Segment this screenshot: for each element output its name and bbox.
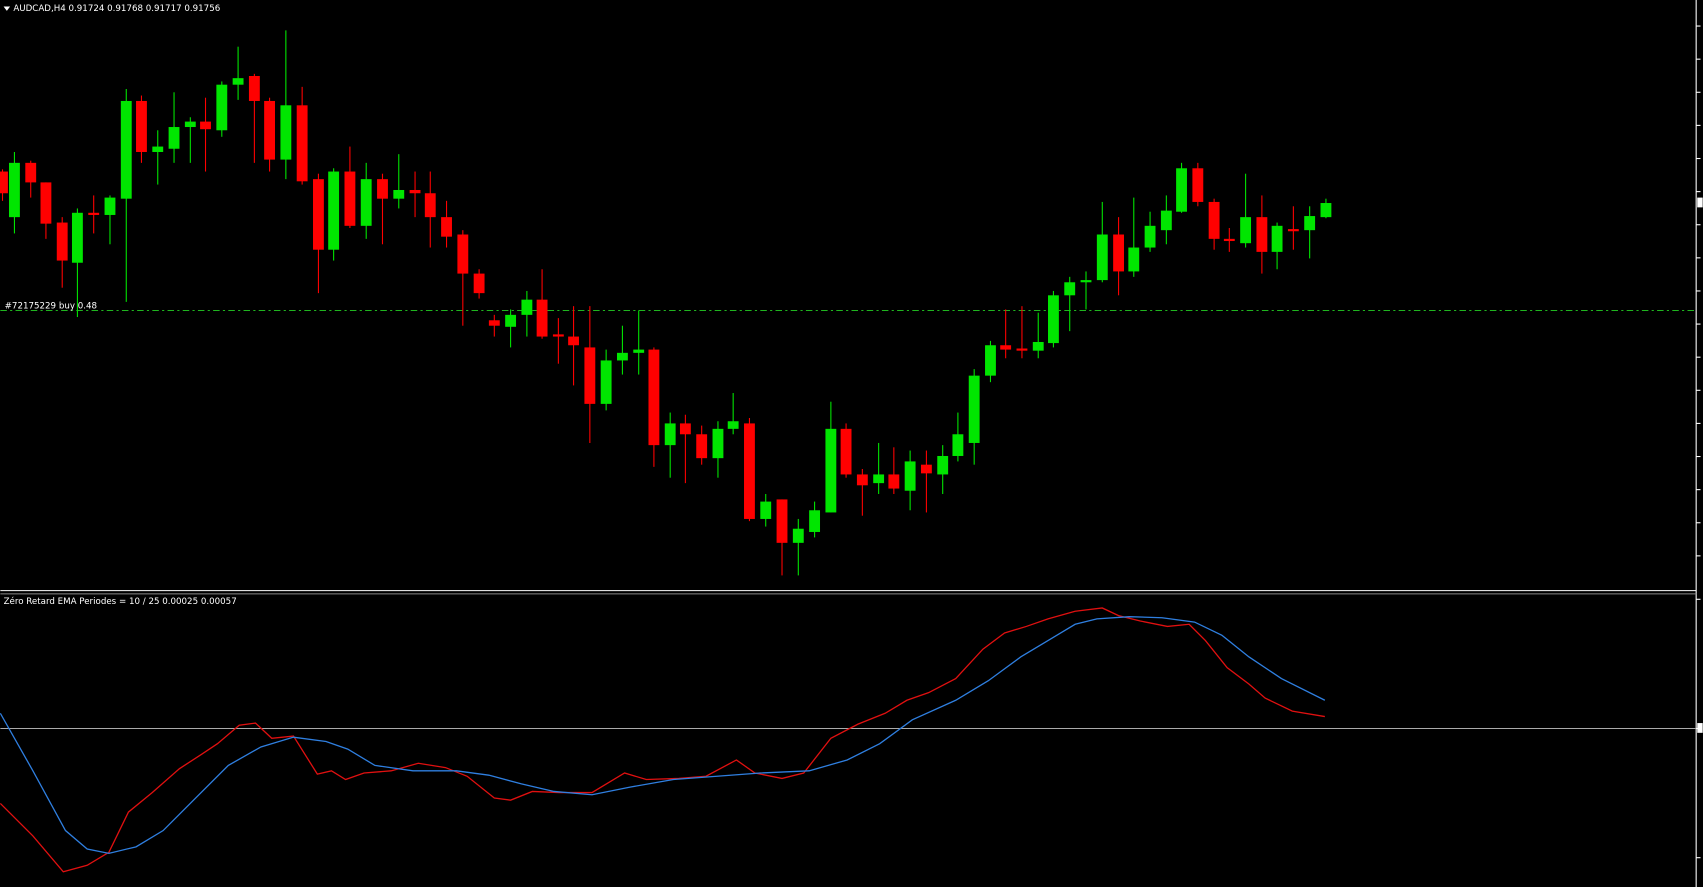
candle-body: [168, 127, 180, 149]
candle-body: [313, 179, 324, 250]
candle-body: [552, 334, 564, 337]
candle-body: [424, 193, 436, 218]
candle-body: [216, 84, 228, 131]
candle-body: [0, 171, 8, 194]
candle-body: [1128, 247, 1140, 272]
candle-body: [1271, 225, 1283, 252]
candle-body: [232, 78, 244, 85]
candle-body: [248, 75, 260, 101]
candle-body: [71, 212, 83, 263]
candle-body: [393, 189, 405, 199]
candle-body: [409, 189, 421, 194]
indicator-label: Zéro Retard EMA Periodes = 10 / 25 0.000…: [4, 596, 237, 607]
zero-marker: [1697, 723, 1703, 733]
candle-body: [536, 299, 548, 337]
candle-body: [200, 121, 211, 130]
candle-body: [792, 528, 804, 543]
candle-body: [1287, 229, 1299, 232]
candle-body: [840, 428, 852, 475]
candle-body: [1256, 217, 1268, 252]
fast-ema-line: [0, 607, 1325, 873]
candle-body: [616, 352, 628, 361]
candle-body: [1304, 216, 1316, 231]
candle-body: [488, 320, 500, 326]
candle-body: [104, 197, 116, 215]
candle-body: [904, 461, 916, 491]
candle-body: [1176, 168, 1187, 212]
candle-body: [1160, 210, 1172, 231]
candle-body: [1064, 282, 1076, 296]
candle-body: [968, 375, 980, 443]
candle-body: [25, 162, 37, 183]
candle-body: [1208, 201, 1220, 239]
candle-body: [1032, 341, 1044, 351]
candle-body: [648, 349, 660, 446]
candle-body: [1016, 348, 1028, 351]
candle-body: [88, 212, 100, 215]
candle-body: [56, 222, 68, 261]
candle-body: [744, 423, 755, 519]
candle-body: [825, 428, 837, 513]
candle-body: [712, 428, 724, 459]
candle-body: [600, 360, 612, 404]
candle-body: [441, 217, 452, 237]
candle-body: [1144, 225, 1156, 248]
candle-body: [776, 499, 788, 543]
candle-body: [377, 179, 388, 199]
candle-body: [328, 171, 340, 250]
candle-body: [505, 314, 517, 327]
candle-body: [457, 234, 469, 274]
candle-body: [727, 421, 739, 429]
candle-body: [985, 345, 996, 376]
candle-body: [136, 100, 147, 152]
candle-body: [873, 474, 885, 484]
candle-body: [344, 171, 356, 226]
symbol-info: AUDCAD,H4 0.91724 0.91768 0.91717 0.9175…: [13, 4, 220, 14]
candle-body: [1192, 168, 1204, 202]
candle-body: [1080, 280, 1092, 283]
candle-body: [1048, 295, 1059, 344]
candle-body: [856, 474, 868, 486]
candle-body: [888, 474, 900, 489]
candle-body: [1000, 345, 1012, 350]
dropdown-arrow[interactable]: [3, 6, 11, 11]
candles: [0, 30, 1332, 576]
candle-body: [696, 434, 708, 459]
candle-body: [1223, 238, 1235, 242]
candle-body: [264, 100, 276, 160]
candle-body: [760, 501, 772, 519]
candle-body: [1240, 217, 1252, 244]
candle-body: [9, 162, 20, 218]
candle-body: [809, 510, 821, 532]
candle-body: [152, 146, 164, 152]
candle-body: [296, 105, 308, 182]
candle-body: [952, 434, 964, 456]
candle-body: [40, 182, 52, 224]
price-marker: [1697, 197, 1703, 208]
candle-body: [584, 347, 596, 404]
candle-body: [521, 299, 533, 315]
candle-body: [360, 179, 372, 226]
candle-body: [280, 105, 292, 160]
candle-body: [184, 121, 196, 128]
candle-body: [633, 349, 645, 353]
candle-body: [1113, 234, 1125, 272]
candle-body: [679, 423, 691, 435]
candle-body: [920, 464, 932, 474]
order-label: #72175229 buy 0.48: [5, 302, 97, 312]
candle-body: [473, 273, 485, 294]
candle-body: [120, 100, 132, 199]
candle-body: [664, 423, 676, 446]
candle-body: [1096, 234, 1108, 281]
candle-body: [568, 336, 579, 346]
candle-body: [937, 455, 949, 475]
slow-ema-line: [0, 616, 1326, 855]
candle-body: [1320, 203, 1332, 218]
